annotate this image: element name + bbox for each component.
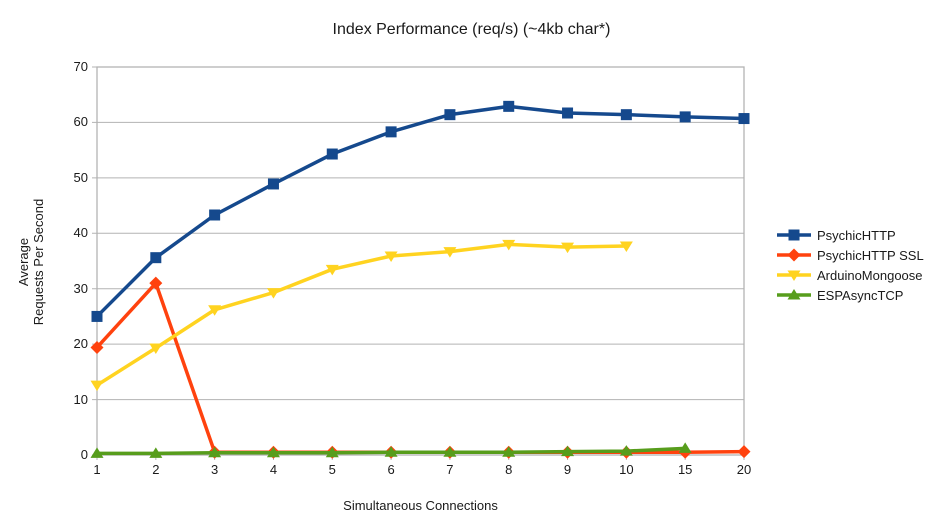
- y-tick-label-0: 0: [80, 447, 88, 462]
- x-tick-label-15: 15: [677, 462, 693, 477]
- y-tick-label-40: 40: [73, 225, 88, 241]
- x-tick-label-3: 3: [211, 462, 219, 477]
- x-tick-label-5: 5: [328, 462, 336, 477]
- x-tick-label-1: 1: [93, 462, 101, 477]
- y-tick-label-70: 70: [73, 59, 88, 74]
- x-tick-label-7: 7: [446, 462, 454, 477]
- series-line-psychichttp-ssl: [95, 281, 745, 454]
- x-tick-label-4: 4: [269, 462, 278, 477]
- marker-square: [444, 109, 456, 121]
- legend-marker: [787, 289, 801, 300]
- marker-square: [788, 229, 800, 241]
- marker-triangle-up: [384, 446, 398, 457]
- series-arduinomongoose: [90, 239, 633, 392]
- marker-triangle-down: [443, 247, 457, 258]
- plot-border: [96, 66, 745, 456]
- marker-triangle-up: [149, 447, 163, 458]
- marker-triangle-down: [384, 251, 398, 263]
- y-tick-label-10: 10: [73, 391, 88, 407]
- marker-square: [209, 209, 221, 221]
- series-psychichttp-ssl: [90, 276, 751, 459]
- marker-square: [150, 252, 162, 264]
- marker-triangle-up: [443, 446, 457, 457]
- legend-swatch-psychichttp-icon: [777, 229, 811, 241]
- marker-triangle-down: [90, 380, 104, 392]
- marker-square: [620, 109, 632, 121]
- series-line-arduinomongoose: [96, 242, 627, 387]
- series-line-psychichttp: [95, 104, 745, 318]
- chart-title: Index Performance (req/s) (~4kb char*): [332, 21, 611, 38]
- marker-triangle-down: [619, 241, 633, 253]
- marker-triangle-up: [561, 445, 575, 457]
- legend-label-arduinomongoose: ArduinoMongoose: [817, 267, 923, 283]
- marker-triangle-up: [266, 446, 280, 458]
- x-tick-label-20: 20: [736, 462, 752, 477]
- legend-marker: [787, 248, 801, 262]
- marker-triangle-up: [787, 289, 801, 300]
- legend-marker: [787, 270, 801, 281]
- marker-diamond: [149, 276, 163, 290]
- marker-triangle-up: [678, 442, 692, 453]
- marker-diamond: [737, 445, 751, 459]
- x-tick-label-9: 9: [563, 462, 572, 477]
- marker-square: [91, 310, 103, 322]
- y-tick-label-20: 20: [73, 336, 88, 352]
- marker-triangle-down: [787, 270, 801, 281]
- legend-swatch-espasynctcp-icon: [777, 289, 811, 300]
- legend-label-psychichttp-ssl: PsychicHTTP SSL: [817, 247, 924, 263]
- x-tick-label-8: 8: [505, 462, 513, 477]
- marker-diamond: [90, 340, 104, 354]
- legend-label-psychichttp: PsychicHTTP: [817, 227, 896, 243]
- marker-triangle-up: [502, 446, 516, 457]
- series-espasynctcp: [90, 442, 692, 458]
- y-axis-title: Average Requests Per Second: [16, 198, 46, 326]
- marker-triangle-up: [325, 446, 339, 458]
- marker-square: [562, 107, 574, 119]
- legend-marker: [788, 229, 800, 241]
- legend-item-psychichttp: PsychicHTTP: [776, 225, 924, 245]
- marker-square: [503, 100, 515, 112]
- x-tick-label-6: 6: [387, 462, 395, 477]
- legend-swatch-psychichttp-ssl-icon: [777, 248, 811, 262]
- marker-triangle-down: [208, 305, 222, 316]
- x-tick-label-10: 10: [619, 462, 634, 477]
- series-psychichttp: [91, 100, 750, 322]
- legend-item-espasynctcp: ESPAsyncTCP: [776, 285, 924, 305]
- marker-triangle-up: [90, 447, 104, 458]
- marker-triangle-up: [208, 446, 222, 458]
- marker-square: [267, 178, 279, 190]
- legend: PsychicHTTP PsychicHTTP SSL ArduinoMongoos…: [776, 225, 924, 305]
- marker-triangle-down: [325, 264, 339, 276]
- x-axis-title: Simultaneous Connections: [343, 498, 498, 513]
- y-tick-label-50: 50: [73, 169, 88, 185]
- y-tick-label-30: 30: [73, 280, 88, 296]
- marker-triangle-down: [502, 239, 516, 251]
- marker-square: [385, 126, 397, 138]
- marker-triangle-up: [619, 445, 633, 456]
- marker-square: [679, 111, 691, 123]
- x-tick-label-2: 2: [152, 462, 160, 477]
- legend-item-arduinomongoose: ArduinoMongoose: [776, 265, 924, 285]
- marker-square: [738, 113, 750, 125]
- marker-triangle-down: [266, 288, 280, 299]
- y-tick-label-60: 60: [73, 114, 88, 130]
- marker-triangle-down: [149, 343, 163, 355]
- marker-square: [326, 148, 338, 160]
- marker-triangle-down: [561, 242, 575, 254]
- marker-diamond: [787, 248, 801, 262]
- legend-swatch-arduinomongoose-icon: [777, 270, 811, 281]
- legend-item-psychichttp-ssl: PsychicHTTP SSL: [776, 245, 924, 265]
- legend-label-espasynctcp: ESPAsyncTCP: [817, 287, 904, 303]
